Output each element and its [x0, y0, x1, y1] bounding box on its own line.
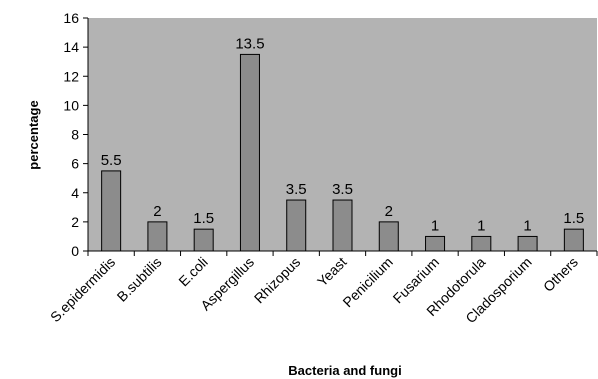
bars-group: [101, 53, 584, 252]
bar-6: [378, 221, 399, 252]
x-tick-label-5: Yeast: [314, 254, 350, 290]
data-label-6: 2: [385, 203, 393, 220]
bar-10: [563, 228, 584, 252]
data-label-5: 3.5: [332, 181, 353, 198]
x-tick-label-4: Rhizopus: [251, 254, 304, 307]
bar-8: [471, 235, 492, 252]
bar-3: [239, 53, 260, 252]
bar-9: [517, 235, 538, 252]
data-label-1: 2: [153, 203, 161, 220]
y-tick-label-3: 6: [71, 156, 79, 172]
y-tick-label-5: 10: [63, 97, 79, 113]
bar-4: [286, 199, 307, 252]
y-tick-label-4: 8: [71, 127, 79, 143]
data-label-9: 1: [523, 217, 531, 234]
y-tick-label-7: 14: [63, 39, 79, 55]
data-labels-group: 5.5 2 1.5 13.5 3.5 3.5 2 1 1 1 1.5: [101, 35, 585, 234]
data-label-2: 1.5: [193, 210, 214, 227]
bar-0: [101, 170, 122, 252]
data-label-7: 1: [431, 217, 439, 234]
x-tick-label-2: E.coli: [175, 254, 211, 290]
y-tick-label-0: 0: [71, 243, 79, 259]
data-label-0: 5.5: [101, 152, 122, 169]
bar-1: [147, 221, 168, 252]
x-tick-label-1: B.subtilis: [114, 254, 165, 305]
y-ticks-group: 0 2 4 6 8 10 12 14 16: [63, 10, 88, 259]
data-label-3: 13.5: [235, 35, 264, 52]
y-tick-label-8: 16: [63, 10, 79, 26]
data-label-8: 1: [477, 217, 485, 234]
y-axis-title: percentage: [26, 100, 41, 169]
bar-7: [425, 235, 446, 252]
bar-2: [193, 228, 214, 252]
x-tick-label-10: Others: [540, 254, 581, 295]
y-tick-label-6: 12: [63, 68, 79, 84]
x-axis-title: Bacteria and fungi: [288, 363, 401, 378]
data-label-10: 1.5: [563, 210, 584, 227]
data-label-4: 3.5: [286, 181, 307, 198]
y-tick-label-2: 4: [71, 185, 79, 201]
y-tick-label-1: 2: [71, 214, 79, 230]
x-tick-label-0: S.epidermidis: [47, 254, 118, 325]
bar-5: [332, 199, 353, 252]
x-tick-label-6: Penicilium: [339, 254, 395, 310]
